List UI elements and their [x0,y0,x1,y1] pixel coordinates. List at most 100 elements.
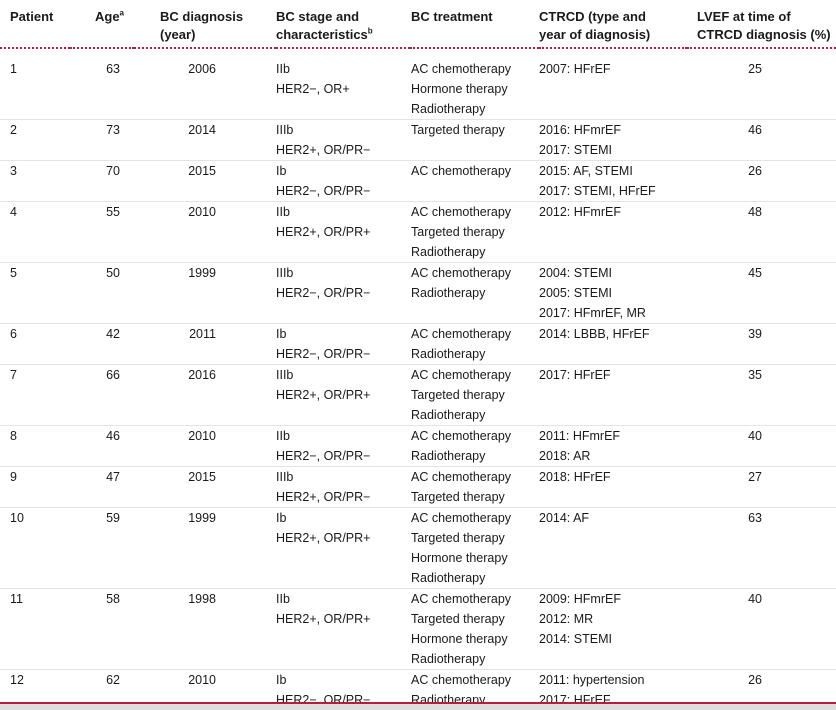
header-age: Agea [70,0,134,49]
diagnosis-year: 2010 [188,673,216,687]
bc-stage: IIIb [276,368,294,382]
bottom-band [0,704,836,710]
cell-ctrcd: 2016: HFmrEF 2017: STEMI [539,119,687,161]
cell-bc-stage: IIb HER2−, OR+ [276,48,410,120]
cell-bc-treatment: AC chemotherapy Targeted therapy Radiother… [410,201,539,263]
patient-id: 5 [10,266,17,280]
bc-characteristics: HER2−, OR/PR− [276,347,371,361]
bc-stage: Ib [276,164,287,178]
table-row: 9 47 2015 IIIb HER2+, OR/PR− AC chemotherapy T… [0,466,836,508]
cell-lvef: 46 [687,119,836,161]
cell-age: 42 [70,323,134,365]
treatment-item: Radiotherapy [411,408,486,422]
cell-age: 55 [70,201,134,263]
patient-id: 10 [10,511,24,525]
lvef-value: 35 [748,368,762,382]
treatment-item: AC chemotherapy [411,429,512,443]
treatment-item: AC chemotherapy [411,205,512,219]
bc-stage: IIIb [276,266,294,280]
patient-age: 58 [106,592,120,606]
bc-stage: IIb [276,429,290,443]
cell-ctrcd: 2018: HFrEF [539,466,687,508]
cell-age: 70 [70,160,134,202]
cell-lvef: 48 [687,201,836,263]
bc-characteristics: HER2−, OR+ [276,82,350,96]
cell-bc-diagnosis: 1999 [134,262,276,324]
diagnosis-year: 1999 [188,511,216,525]
cell-bc-stage: IIb HER2+, OR/PR+ [276,588,410,670]
patient-age: 50 [106,266,120,280]
ctrcd-item: 2015: AF, STEMI [539,164,633,178]
bc-characteristics: HER2−, OR/PR− [276,286,371,300]
treatment-item: AC chemotherapy [411,327,512,341]
cell-age: 47 [70,466,134,508]
ctrcd-item: 2014: STEMI [539,632,612,646]
treatment-item: Targeted therapy [411,123,505,137]
patient-id: 1 [10,62,17,76]
cell-patient: 5 [0,262,70,324]
lvef-value: 40 [748,429,762,443]
bc-characteristics: HER2+, OR/PR+ [276,388,371,402]
cell-ctrcd: 2011: HFmrEF 2018: AR [539,425,687,467]
ctrcd-item: 2007: HFrEF [539,62,611,76]
treatment-item: AC chemotherapy [411,164,512,178]
ctrcd-item: 2017: HFrEF [539,368,611,382]
diagnosis-year: 2006 [188,62,216,76]
cell-lvef: 63 [687,507,836,589]
cell-bc-diagnosis: 2010 [134,201,276,263]
patient-id: 7 [10,368,17,382]
cell-ctrcd: 2017: HFrEF [539,364,687,426]
patient-id: 8 [10,429,17,443]
table-row: 7 66 2016 IIIb HER2+, OR/PR+ AC chemotherapy T… [0,364,836,426]
treatment-item: Radiotherapy [411,449,486,463]
cell-bc-treatment: AC chemotherapy Radiotherapy [410,425,539,467]
header-bc-treatment: BC treatment [410,0,539,49]
patient-age: 42 [106,327,120,341]
header-stage-footnote-mark: b [367,26,373,36]
bc-stage: Ib [276,511,287,525]
bc-characteristics: HER2+, OR/PR+ [276,225,371,239]
cell-age: 58 [70,588,134,670]
bc-stage: IIb [276,62,290,76]
lvef-value: 45 [748,266,762,280]
header-lvef: LVEF at time of CTRCD diagnosis (%) [687,0,836,49]
lvef-value: 46 [748,123,762,137]
cell-bc-stage: IIIb HER2−, OR/PR− [276,262,410,324]
lvef-value: 63 [748,511,762,525]
cell-lvef: 40 [687,425,836,467]
bc-characteristics: HER2+, OR/PR− [276,490,371,504]
treatment-item: AC chemotherapy [411,592,512,606]
ctrcd-item: 2011: HFmrEF [539,429,621,443]
lvef-value: 27 [748,470,762,484]
cell-bc-stage: Ib HER2+, OR/PR+ [276,507,410,589]
table-row: 10 59 1999 Ib HER2+, OR/PR+ AC chemotherapy Ta… [0,507,836,589]
cell-age: 59 [70,507,134,589]
patient-id: 11 [10,592,23,606]
treatment-item: Radiotherapy [411,347,486,361]
treatment-item: Hormone therapy [411,551,508,565]
cell-patient: 10 [0,507,70,589]
cell-bc-treatment: AC chemotherapy Targeted therapy [410,466,539,508]
cell-patient: 3 [0,160,70,202]
bc-characteristics: HER2+, OR/PR+ [276,531,371,545]
treatment-item: Radiotherapy [411,245,486,259]
bc-stage: IIb [276,205,290,219]
treatment-item: Radiotherapy [411,652,486,666]
cell-age: 66 [70,364,134,426]
cell-bc-stage: Ib HER2−, OR/PR− [276,160,410,202]
cell-lvef: 45 [687,262,836,324]
patient-age: 46 [106,429,120,443]
lvef-value: 25 [748,62,762,76]
bottom-rule [0,702,836,704]
cell-bc-treatment: AC chemotherapy Hormone therapy Radiothera… [410,48,539,120]
patient-age: 66 [106,368,120,382]
treatment-item: AC chemotherapy [411,266,512,280]
cell-bc-stage: IIb HER2−, OR/PR− [276,425,410,467]
cell-bc-diagnosis: 2016 [134,364,276,426]
cell-lvef: 26 [687,160,836,202]
cell-lvef: 27 [687,466,836,508]
treatment-item: Targeted therapy [411,388,505,402]
patient-age: 47 [106,470,120,484]
cell-bc-treatment: AC chemotherapy Targeted therapy Hormone t… [410,588,539,670]
cell-patient: 4 [0,201,70,263]
